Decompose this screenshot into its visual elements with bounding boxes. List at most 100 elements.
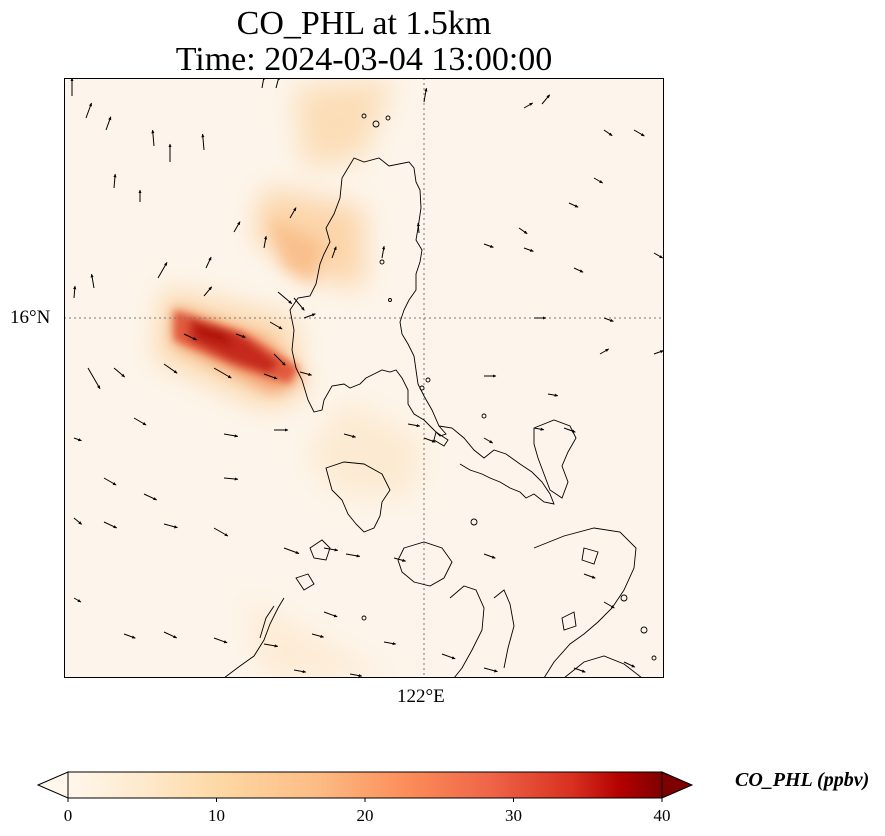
- coastlines: [223, 113, 657, 678]
- wind-arrow: [123, 633, 136, 639]
- wind-arrow: [293, 297, 305, 311]
- wind-arrow: [103, 521, 118, 529]
- wind-arrow: [323, 547, 339, 552]
- wind-arrow: [623, 661, 636, 668]
- wind-arrow: [269, 321, 283, 330]
- co-field-background: [64, 78, 664, 678]
- wind-arrow: [603, 317, 614, 322]
- wind-arrow: [583, 573, 596, 579]
- wind-arrow: [603, 129, 613, 137]
- wind-arrow: [541, 94, 551, 105]
- map-frame: [64, 78, 664, 678]
- wind-arrow: [213, 527, 229, 537]
- wind-arrow: [213, 367, 232, 379]
- wind-arrow: [653, 252, 664, 259]
- wind-arrow: [105, 116, 112, 131]
- wind-arrow: [283, 547, 300, 554]
- wind-arrow: [393, 557, 406, 562]
- wind-arrow: [483, 437, 494, 444]
- wind-arrow: [163, 363, 178, 374]
- colorbar-tick-label: 0: [63, 806, 73, 825]
- wind-arrow: [263, 373, 278, 380]
- wind-arrow: [441, 653, 456, 660]
- wind-arrow: [573, 667, 586, 673]
- longitude-tick-label: 122°E: [397, 686, 445, 707]
- wind-arrow: [233, 221, 241, 233]
- wind-arrow: [235, 333, 246, 338]
- wind-arrow: [303, 313, 316, 319]
- wind-arrow: [103, 477, 117, 486]
- wind-arrow: [483, 667, 498, 673]
- colorbar-tick-label: 30: [505, 806, 522, 825]
- colorbar-gradient: [67, 771, 663, 799]
- colorbar-min-extend: [36, 771, 69, 799]
- wind-arrow: [183, 333, 198, 341]
- wind-arrow: [201, 133, 205, 151]
- wind-arrow: [85, 102, 92, 119]
- wind-arrow: [113, 367, 126, 378]
- wind-arrow: [90, 273, 95, 289]
- colorbar-tick-label: 10: [208, 806, 225, 825]
- wind-arrow: [573, 267, 584, 273]
- wind-arrow: [593, 177, 604, 184]
- wind-arrow: [203, 286, 213, 297]
- wind-arrow: [289, 207, 297, 219]
- wind-arrow: [87, 367, 101, 390]
- wind-arrow: [599, 348, 610, 355]
- wind-arrow: [311, 633, 324, 638]
- wind-arrow: [263, 235, 268, 249]
- wind-arrow: [416, 222, 420, 234]
- wind-arrow: [223, 477, 239, 481]
- wind-arrow: [349, 673, 363, 678]
- colorbar-tick-label: 20: [356, 806, 374, 825]
- colorbar-title: CO_PHL (ppbv): [735, 769, 870, 791]
- wind-arrow: [523, 247, 534, 252]
- colorbar-tick-label: 40: [653, 806, 671, 825]
- wind-arrow: [73, 285, 77, 299]
- wind-arrow: [653, 350, 664, 355]
- map-panel: [64, 78, 664, 678]
- wind-arrow: [143, 493, 158, 501]
- wind-arrow: [273, 353, 286, 366]
- wind-arrow: [263, 643, 279, 648]
- wind-arrow: [483, 553, 496, 559]
- wind-arrow: [299, 371, 312, 376]
- wind-arrow: [381, 245, 386, 259]
- plot-title-line1: CO_PHL at 1.5km: [236, 5, 492, 42]
- wind-arrow: [113, 173, 117, 189]
- colorbar: [36, 771, 694, 802]
- wind-arrow: [563, 427, 576, 433]
- wind-arrow: [568, 202, 579, 208]
- co-concentration-field: [154, 78, 424, 678]
- wind-arrow: [205, 256, 212, 269]
- latitude-tick-label: 16°N: [10, 307, 51, 328]
- wind-arrow: [423, 87, 428, 103]
- plot-title-line2: Time: 2024-03-04 13:00:00: [175, 41, 553, 78]
- wind-arrow: [157, 262, 168, 279]
- wind-vectors: [70, 78, 664, 678]
- colorbar-max-extend: [661, 771, 694, 799]
- wind-arrow: [423, 437, 436, 443]
- wind-arrow: [331, 246, 337, 259]
- wind-arrow: [547, 393, 559, 397]
- wind-arrow: [163, 523, 178, 529]
- wind-arrow: [73, 597, 82, 603]
- wind-arrow: [73, 517, 83, 525]
- wind-arrow: [533, 427, 545, 431]
- wind-arrow: [383, 641, 397, 646]
- wind-arrow: [213, 637, 228, 644]
- wind-arrow: [518, 227, 528, 235]
- wind-arrow: [323, 611, 338, 618]
- wind-arrow: [163, 631, 178, 639]
- wind-arrow: [523, 102, 534, 109]
- wind-arrow: [603, 601, 615, 609]
- wind-arrow: [343, 433, 356, 438]
- wind-arrow: [345, 553, 361, 558]
- wind-arrow: [277, 291, 293, 304]
- wind-arrow: [133, 417, 147, 426]
- wind-arrow: [633, 129, 645, 137]
- wind-arrow: [151, 129, 155, 147]
- wind-arrow: [407, 423, 421, 428]
- wind-arrow: [73, 437, 82, 442]
- wind-arrow: [223, 433, 239, 438]
